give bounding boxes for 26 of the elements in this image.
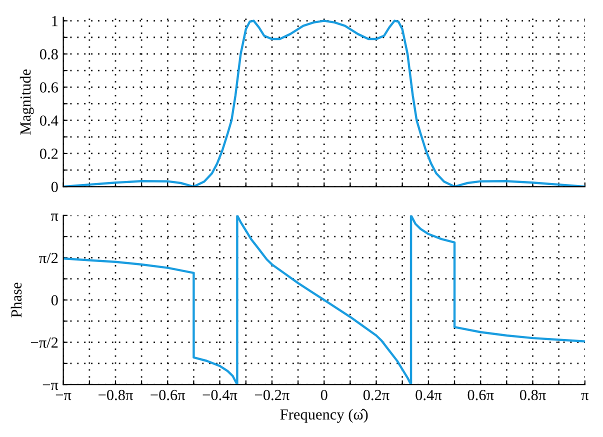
y-tick-label: 1	[52, 16, 58, 26]
x-tick-label: 0	[320, 390, 328, 400]
y-tick-label: 0.6	[40, 82, 58, 93]
y-tick-label: 0.2	[40, 148, 58, 159]
x-tick-label: 0.2π	[363, 390, 390, 400]
line-series	[63, 215, 585, 385]
y-axis-title: Phase	[10, 282, 22, 318]
x-tick-label: 0.8π	[520, 390, 546, 400]
y-axis-title: Magnitude	[20, 69, 34, 135]
x-tick-label: −0.2π	[255, 390, 290, 400]
x-tick-label: 0.6π	[468, 390, 494, 400]
x-axis-title: Frequency (ω̂)	[280, 408, 368, 423]
y-tick-label: 0	[51, 295, 58, 306]
y-tick-label: 0	[51, 182, 58, 192]
line-series	[63, 20, 585, 187]
x-tick-label: −0.6π	[150, 390, 186, 400]
x-tick-label: 0.4π	[416, 390, 442, 400]
y-tick-label: −π	[42, 382, 58, 390]
x-tick-label: π	[581, 393, 589, 400]
x-tick-label: −0.4π	[202, 390, 238, 400]
y-tick-label: 0.4	[40, 115, 58, 126]
y-tick-label: π/2	[39, 252, 58, 264]
y-tick-label: π	[50, 214, 58, 221]
y-tick-label: −π/2	[31, 337, 58, 348]
x-tick-label: −0.8π	[98, 390, 133, 400]
y-tick-label: 0.8	[40, 49, 58, 60]
